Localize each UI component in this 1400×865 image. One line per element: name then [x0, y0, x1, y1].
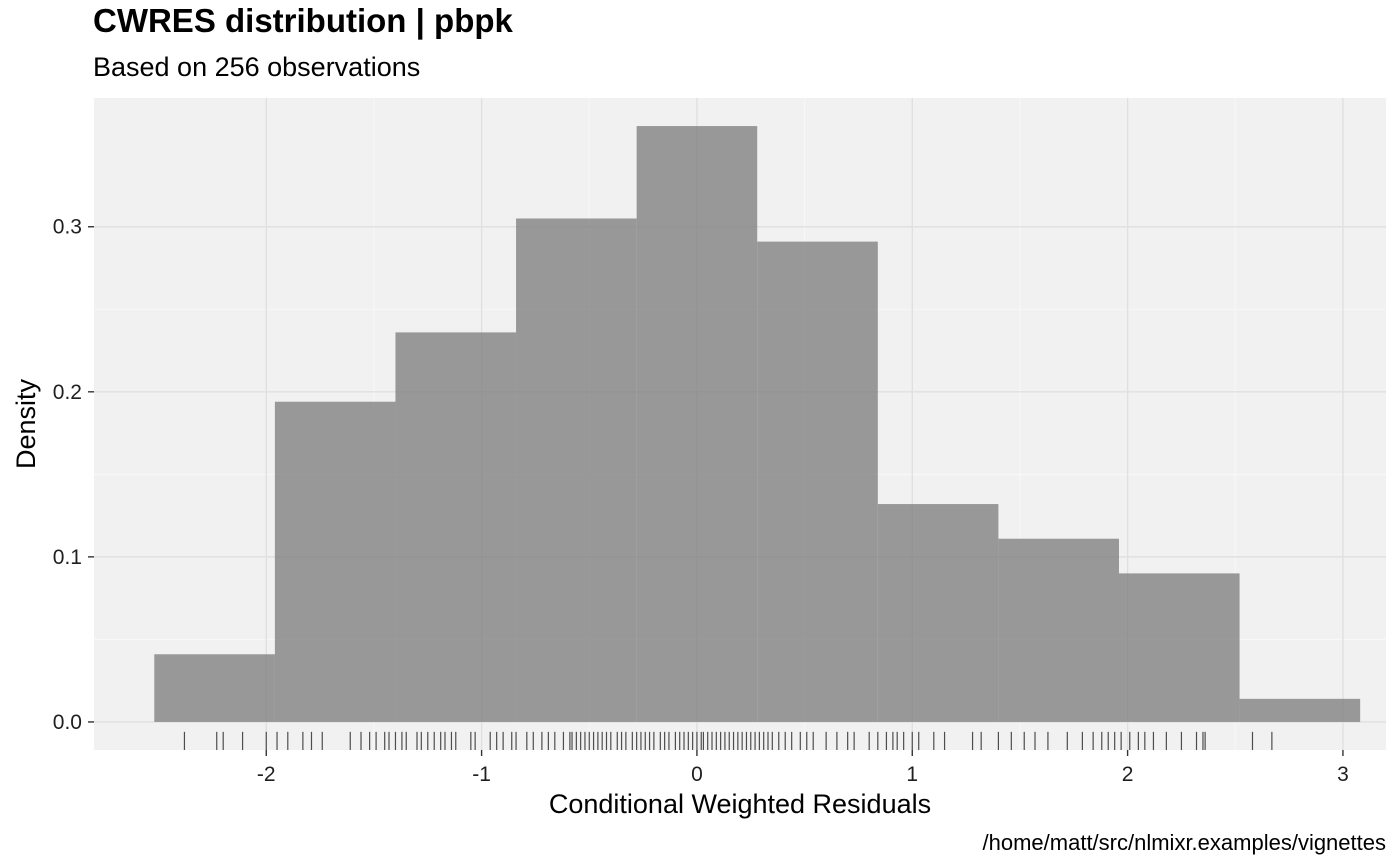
x-tick-label: 3	[1337, 763, 1349, 786]
histogram-bar	[636, 126, 758, 722]
y-tick-label: 0.3	[53, 216, 82, 239]
y-tick-label: 0.2	[53, 381, 82, 404]
histogram-bar	[877, 504, 999, 722]
rug-marks	[183, 731, 1273, 750]
x-axis-title: Conditional Weighted Residuals	[549, 789, 931, 819]
histogram-bar	[274, 401, 396, 722]
chart-caption: /home/matt/src/nlmixr.examples/vignettes	[982, 830, 1386, 855]
histogram-bar	[1239, 698, 1361, 722]
x-tick-label: -2	[257, 763, 276, 786]
y-tick-label: 0.1	[53, 546, 82, 569]
x-tick-label: 0	[691, 763, 703, 786]
chart-title: CWRES distribution | pbpk	[93, 2, 513, 39]
x-tick-label: 2	[1122, 763, 1134, 786]
x-tick-label: 1	[906, 763, 918, 786]
x-axis: -2 -1 0 1 2 3	[257, 750, 1349, 786]
y-axis: 0.0 0.1 0.2 0.3	[53, 216, 94, 734]
y-tick-label: 0.0	[53, 711, 82, 734]
histogram-bar	[154, 654, 275, 722]
histogram-bar	[1118, 573, 1240, 722]
histogram-bar	[395, 332, 517, 722]
histogram-bars	[154, 126, 1361, 722]
chart-subtitle: Based on 256 observations	[93, 52, 421, 82]
histogram-bar	[998, 538, 1119, 722]
histogram-bar	[516, 218, 637, 722]
y-axis-title: Density	[11, 378, 41, 469]
x-tick-label: -1	[472, 763, 491, 786]
histogram-bar	[757, 241, 878, 722]
